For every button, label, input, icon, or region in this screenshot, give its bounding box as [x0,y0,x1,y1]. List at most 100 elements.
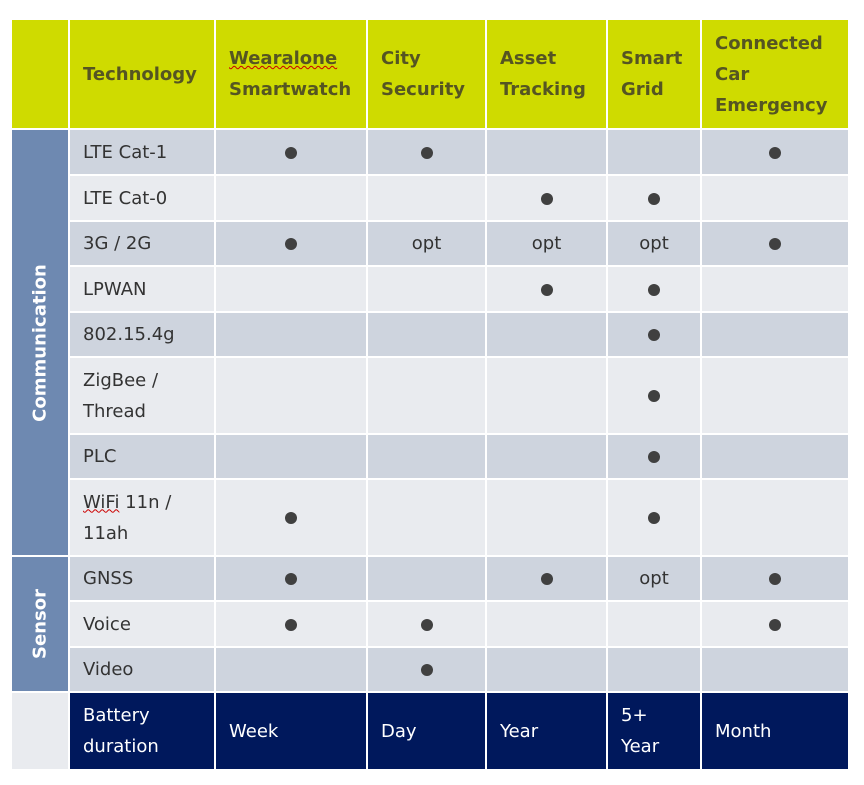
supported-dot-icon [540,283,553,296]
supported-dot-icon [420,664,433,676]
header-col-line: Security [381,79,466,100]
supported-dot-icon [769,618,781,631]
feature-cell [214,265,368,313]
feature-cell [366,555,487,602]
row-label-line: Thread [83,400,146,422]
supported-dot-icon [769,573,781,585]
header-col-wearalone-smartwatch: Wearalone Smartwatch [214,18,368,130]
header-col-line: Connected [715,32,823,54]
optional-text: opt [639,233,669,254]
optional-text: opt [639,568,669,589]
feature-cell [366,646,487,693]
battery-value-cell: Year [485,691,608,771]
supported-dot-icon [648,451,660,463]
feature-cell [485,600,608,648]
feature-cell [366,600,487,648]
row-label-line: 3G / 2G [83,233,152,254]
supported-dot-icon [285,512,297,524]
feature-cell [214,433,368,480]
table-row: Video [11,646,850,693]
header-col-line: Grid [621,79,664,100]
feature-cell [485,174,608,222]
supported-dot-icon [648,329,660,341]
header-col-line: Emergency [715,94,828,116]
feature-cell [700,433,850,480]
row-label: ZigBee / Thread [68,356,216,435]
row-label: LPWAN [68,265,216,313]
row-label-line: PLC [83,446,117,467]
header-row: Technology Wearalone Smartwatch City Sec… [10,18,850,130]
header-col-line: City [381,48,421,69]
feature-cell [214,600,368,648]
header-col-asset-tracking: Asset Tracking [485,18,608,130]
battery-corner-cell [10,691,70,771]
battery-label-line: duration [83,736,159,757]
feature-cell [700,600,850,648]
feature-cell [214,646,368,693]
table-row: Communication LTE Cat-1 [10,128,850,557]
row-label: Video [68,646,216,693]
row-label-line: 11ah [83,522,129,544]
row-label: GNSS [68,555,216,602]
feature-cell: opt [606,555,702,602]
feature-cell [606,478,702,557]
feature-cell: opt [366,220,487,267]
row-label-line: GNSS [83,568,134,589]
battery-value-line: Year [621,736,660,757]
header-col-line: Wearalone [229,48,338,69]
feature-cell [700,220,850,267]
row-label: LTE Cat-1 [68,128,216,176]
supported-dot-icon [648,192,660,205]
supported-dot-icon [769,238,781,250]
category-label-sensor: Sensor [10,555,70,693]
feature-cell [485,128,608,176]
feature-cell [700,555,850,602]
feature-cell [485,478,608,557]
row-label-line: WiFi 11n / [83,491,172,513]
header-col-line: Smartwatch [229,79,352,100]
feature-cell [366,311,487,358]
table-body: Communication LTE Cat-1 LTE Cat-0 3G / 2G op… [10,128,850,693]
table-row: Voice [11,600,850,648]
supported-dot-icon [648,512,660,524]
header-col-connected-car-emergency: Connected Car Emergency [700,18,850,130]
header-col-line: Car [715,63,750,85]
row-label-line: ZigBee / [83,369,159,391]
feature-cell [606,356,702,435]
row-label-line: 802.15.4g [83,324,175,345]
technology-table-wrapper: Technology Wearalone Smartwatch City Sec… [10,18,850,771]
feature-cell [366,265,487,313]
row-label: WiFi 11n / 11ah [68,478,216,557]
table-row: Sensor GNSS opt [10,555,850,693]
supported-dot-icon [285,618,297,631]
feature-cell [485,555,608,602]
battery-value-line: 5+ [621,705,648,726]
feature-cell [366,478,487,557]
supported-dot-icon [769,146,781,159]
category-label-text: Communication [29,263,51,422]
table-row: LTE Cat-0 [11,174,850,222]
header-technology-label: Technology [68,18,216,130]
battery-value-cell: Week [214,691,368,771]
feature-cell [606,174,702,222]
row-label-line: LPWAN [83,278,147,300]
row-label: 3G / 2G [68,220,216,267]
battery-label-line: Battery [83,705,150,726]
supported-dot-icon [285,238,297,250]
feature-cell [366,174,487,222]
supported-dot-icon [648,283,660,296]
battery-value-cell: Day [366,691,487,771]
supported-dot-icon [648,390,660,402]
header-col-line: Asset [500,48,557,69]
feature-cell [485,433,608,480]
header-col-city-security: City Security [366,18,487,130]
row-label: PLC [68,433,216,480]
battery-duration-row: Battery duration Week Day Year 5+ Year M… [10,691,850,771]
feature-cell [606,600,702,648]
battery-value-cell: 5+ Year [606,691,702,771]
supported-dot-icon [285,146,297,159]
row-label-line: LTE Cat-1 [83,141,168,163]
feature-cell [214,478,368,557]
supported-dot-icon [540,573,553,585]
category-label-communication: Communication [10,128,70,557]
